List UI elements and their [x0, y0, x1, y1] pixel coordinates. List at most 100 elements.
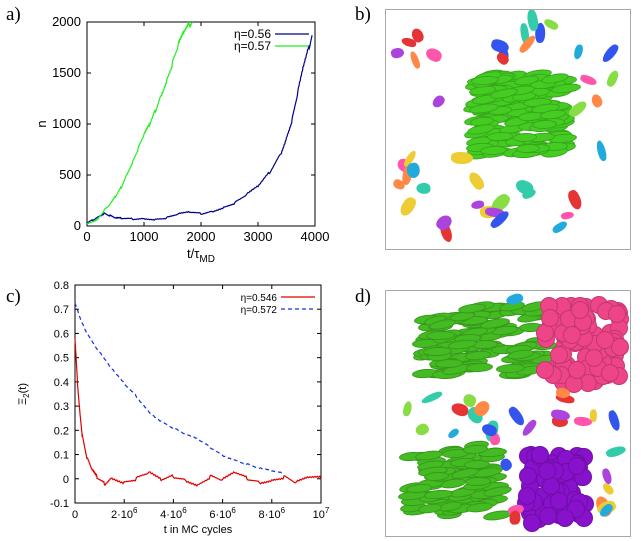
particle-cluster	[562, 326, 581, 345]
isolated-particle	[466, 169, 488, 192]
x-tick-label-c: 6·106	[209, 506, 236, 521]
y-tick-label-c: -0.1	[50, 498, 69, 510]
isolated-particle	[589, 92, 604, 109]
x-tick-label-a: 2000	[187, 229, 216, 244]
plot-frame-c	[74, 284, 322, 504]
isolated-particle	[450, 151, 473, 164]
particle-cluster	[536, 324, 555, 343]
isolated-particle	[543, 17, 560, 32]
isolated-particle	[413, 421, 431, 438]
isolated-particle	[567, 98, 589, 120]
particle-cluster	[549, 346, 568, 365]
particle-cluster	[531, 119, 557, 130]
x-tick-label-a: 0	[83, 229, 90, 244]
y-tick-label-c: 0.8	[54, 280, 69, 292]
particle-cluster	[610, 337, 629, 356]
x-tick-label-c: 107	[313, 506, 330, 521]
isolated-particle	[604, 444, 628, 460]
particle-cluster	[522, 514, 541, 533]
isolated-particle	[389, 46, 405, 59]
plot-frame-a	[86, 21, 316, 227]
isolated-particle	[446, 427, 461, 441]
isolated-particle	[551, 219, 570, 236]
particle-cluster	[518, 486, 537, 505]
y-tick-label-c: 0.1	[54, 450, 69, 462]
particle-cluster	[422, 346, 452, 357]
y-tick-label-c: 0.3	[54, 401, 69, 413]
particle-cluster	[595, 330, 614, 349]
particle-cluster	[519, 466, 538, 485]
isolated-particle	[402, 400, 413, 417]
legend-label-c: η=0.546	[241, 293, 278, 304]
y-tick-label-c: 0.5	[54, 353, 69, 365]
particle-cluster	[540, 308, 559, 327]
isolated-particle	[397, 194, 418, 219]
isolated-particle	[573, 416, 593, 427]
particle-cluster	[556, 508, 575, 527]
particle-cluster	[465, 362, 494, 374]
isolated-particle	[508, 510, 521, 525]
y-tick-label-a: 0	[74, 218, 81, 233]
particle-cluster	[539, 506, 558, 525]
particle-cluster	[567, 361, 586, 380]
isolated-particle	[560, 211, 576, 222]
panel-label-b: b)	[355, 4, 371, 25]
panel-label-a: a)	[6, 4, 21, 25]
particle-cluster	[550, 491, 569, 510]
y-tick-label-a: 2000	[52, 14, 81, 29]
isolated-particle	[579, 73, 598, 87]
panel-label-c: c)	[6, 286, 21, 307]
isolated-particle	[600, 42, 620, 65]
isolated-particle	[420, 389, 444, 406]
simulation-snapshot-d	[385, 290, 631, 537]
x-tick-label-c: 8·106	[259, 506, 286, 521]
legend-label-a: η=0.57	[234, 39, 271, 53]
particle-cluster	[571, 300, 590, 319]
isolated-particle	[430, 93, 447, 110]
panel-label-d: d)	[355, 286, 371, 307]
y-tick-label-a: 500	[59, 167, 81, 182]
x-tick-label-a: 1000	[130, 229, 159, 244]
particle-cluster	[568, 457, 586, 476]
particle-cluster	[536, 361, 555, 380]
isolated-particle	[605, 69, 621, 89]
particle-cluster	[607, 304, 626, 323]
y-tick-label-c: 0.4	[54, 377, 69, 389]
series-line-a-0	[86, 35, 313, 224]
y-tick-label-a: 1500	[52, 65, 81, 80]
x-tick-label-c: 4·106	[160, 506, 187, 521]
particle-cluster	[585, 349, 604, 368]
series-line-a-1	[86, 21, 193, 225]
x-axis-label-c: t in MC cycles	[164, 524, 233, 536]
x-tick-label-a: 4000	[301, 229, 330, 244]
y-tick-label-c: 0.7	[54, 304, 69, 316]
isolated-particle	[600, 480, 616, 496]
y-tick-label-c: 0	[63, 474, 69, 486]
y-axis-label-c: Ξ2(t)	[17, 383, 31, 405]
isolated-particle	[595, 140, 609, 163]
isolated-particle	[607, 409, 623, 432]
isolated-particle	[572, 43, 584, 60]
legend-label-a: η=0.56	[234, 27, 271, 41]
y-tick-label-c: 0.2	[54, 425, 69, 437]
isolated-particle	[415, 182, 431, 195]
x-tick-label-c: 2·106	[111, 506, 138, 521]
legend-label-c: η=0.572	[241, 305, 278, 316]
x-tick-label-a: 3000	[244, 229, 273, 244]
simulation-snapshot-b	[385, 9, 631, 250]
isolated-particle	[434, 211, 455, 233]
particle-cluster	[538, 462, 557, 481]
y-tick-label-c: 0.6	[54, 328, 69, 340]
x-tick-label-c: 0	[72, 509, 78, 521]
x-axis-label-a: t/τMD	[187, 246, 215, 265]
isolated-particle	[424, 46, 444, 63]
isolated-particle	[565, 188, 585, 211]
y-axis-label-a: n	[34, 120, 49, 127]
series-line-c-1	[74, 302, 285, 475]
isolated-particle	[407, 49, 422, 70]
particle-cluster	[600, 364, 619, 383]
series-line-c-0	[74, 338, 322, 487]
isolated-particle	[506, 405, 527, 428]
y-tick-label-a: 1000	[52, 116, 81, 131]
